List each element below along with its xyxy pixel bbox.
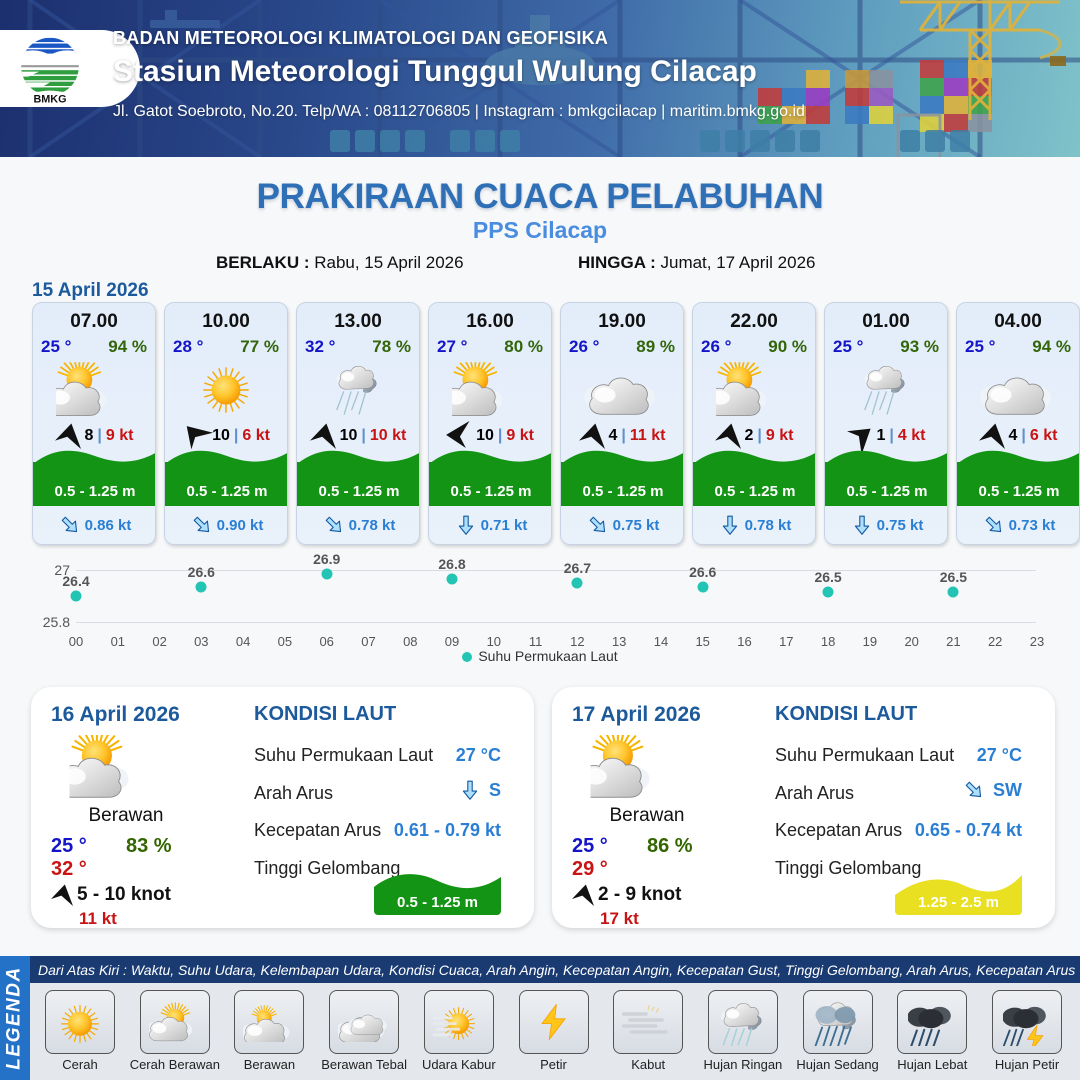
svg-text:BMKG: BMKG (34, 94, 67, 104)
